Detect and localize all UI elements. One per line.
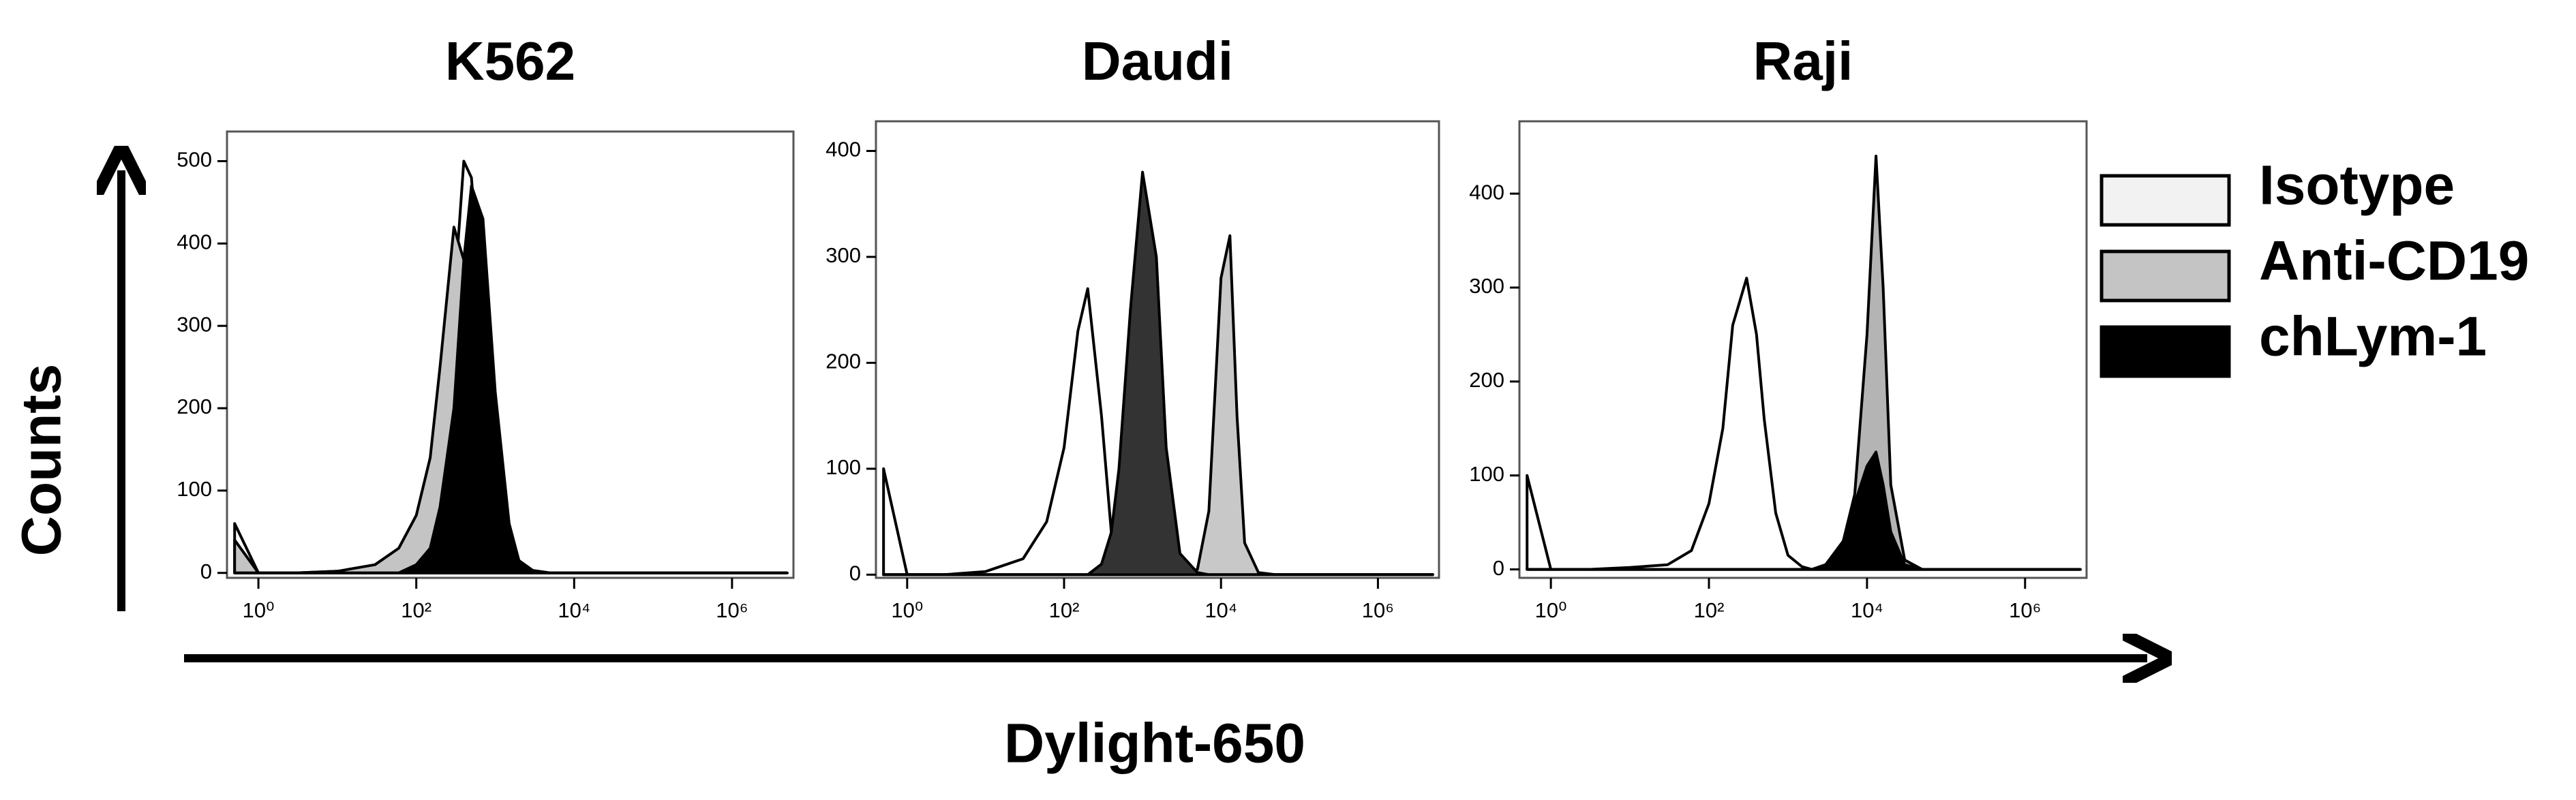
y-tick-label: 400 bbox=[825, 138, 861, 161]
y-tick-label: 100 bbox=[825, 455, 861, 479]
y-axis-label: Counts bbox=[11, 364, 73, 556]
y-tick-label: 100 bbox=[1469, 462, 1504, 486]
chart-title: Daudi bbox=[1082, 31, 1233, 91]
x-tick-label: 10⁰ bbox=[891, 598, 923, 622]
legend-swatch bbox=[2100, 249, 2231, 303]
y-tick-label: 400 bbox=[1469, 180, 1504, 204]
legend-swatch bbox=[2100, 325, 2231, 378]
histogram-area bbox=[882, 170, 1434, 576]
x-tick-label: 10⁶ bbox=[716, 598, 748, 622]
x-tick-label: 10⁴ bbox=[1851, 598, 1883, 622]
x-tick-label: 10² bbox=[1694, 598, 1725, 622]
x-tick-label: 10⁰ bbox=[1535, 598, 1567, 622]
y-tick-label: 0 bbox=[200, 559, 212, 583]
y-tick-label: 200 bbox=[825, 350, 861, 373]
legend-label: Isotype bbox=[2259, 155, 2455, 217]
y-tick-label: 400 bbox=[177, 230, 212, 254]
plot-frame bbox=[1518, 120, 2088, 579]
y-tick-label: 300 bbox=[1469, 274, 1504, 298]
x-tick-label: 10⁶ bbox=[1362, 598, 1394, 622]
x-axis-label: Dylight-650 bbox=[1004, 713, 1305, 775]
histogram-area bbox=[233, 184, 789, 574]
legend-swatch bbox=[2100, 174, 2231, 227]
y-tick-label: 0 bbox=[849, 561, 861, 585]
y-tick-label: 300 bbox=[825, 243, 861, 267]
x-tick-label: 10⁶ bbox=[2009, 598, 2041, 622]
y-tick-label: 200 bbox=[1469, 368, 1504, 392]
chart-title: Raji bbox=[1753, 31, 1853, 91]
x-tick-label: 10² bbox=[401, 598, 431, 622]
y-tick-label: 500 bbox=[177, 148, 212, 172]
histogram-area bbox=[1526, 450, 2082, 571]
legend-label: chLym-1 bbox=[2259, 306, 2487, 368]
x-tick-label: 10² bbox=[1049, 598, 1080, 622]
legend-label: Anti-CD19 bbox=[2259, 230, 2529, 292]
y-tick-label: 300 bbox=[177, 312, 212, 336]
y-tick-label: 0 bbox=[1493, 556, 1504, 580]
x-tick-label: 10⁰ bbox=[243, 598, 275, 622]
plot-frame bbox=[226, 130, 795, 579]
chart-title: K562 bbox=[445, 31, 575, 91]
y-tick-label: 100 bbox=[177, 477, 212, 501]
y-tick-label: 200 bbox=[177, 395, 212, 418]
x-tick-label: 10⁴ bbox=[1204, 598, 1237, 622]
x-tick-label: 10⁴ bbox=[558, 598, 590, 622]
